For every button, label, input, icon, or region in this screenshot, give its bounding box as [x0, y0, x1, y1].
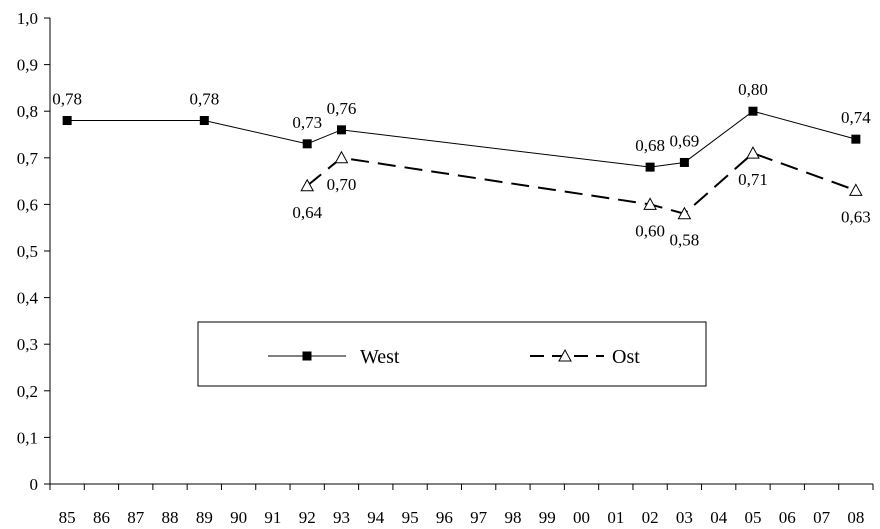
x-tick-label: 87 — [127, 508, 145, 527]
data-label-west: 0,69 — [670, 131, 700, 150]
y-tick-label: 0,2 — [17, 382, 38, 401]
legend: West Ost — [197, 321, 707, 387]
x-tick-label: 93 — [333, 508, 350, 527]
data-label-ost: 0,60 — [635, 221, 665, 240]
point-west — [748, 106, 758, 116]
legend-marker-ost — [558, 348, 572, 362]
y-tick-label: 1,0 — [17, 9, 38, 28]
legend-label-ost: Ost — [612, 346, 640, 368]
x-tick-label: 92 — [299, 508, 316, 527]
legend-box — [197, 321, 707, 387]
x-tick-label: 00 — [573, 508, 590, 527]
data-label-ost: 0,64 — [292, 203, 322, 222]
x-tick-label: 08 — [847, 508, 864, 527]
y-tick-label: 0,4 — [17, 289, 39, 308]
y-tick-label: 0,7 — [17, 149, 39, 168]
point-west — [62, 116, 72, 126]
point-ost — [300, 178, 315, 192]
data-label-west: 0,78 — [52, 90, 82, 109]
y-tick-label: 0,6 — [17, 195, 38, 214]
series-markers — [62, 106, 863, 220]
x-tick-label: 02 — [642, 508, 659, 527]
legend-marker-west — [302, 351, 312, 361]
point-ost — [334, 150, 349, 164]
data-label-ost: 0,58 — [670, 231, 700, 250]
x-tick-label: 01 — [607, 508, 624, 527]
point-ost — [849, 183, 863, 196]
y-tick-label: 0 — [30, 475, 39, 494]
x-tick-label: 07 — [813, 508, 831, 527]
x-tick-label: 91 — [264, 508, 281, 527]
data-label-west: 0,68 — [635, 136, 665, 155]
data-label-ost: 0,71 — [738, 170, 768, 189]
x-tick-label: 94 — [367, 508, 385, 527]
point-west — [302, 139, 312, 149]
x-tick-label: 85 — [59, 508, 76, 527]
x-tick-label: 86 — [93, 508, 110, 527]
y-tick-label: 0,1 — [17, 428, 38, 447]
x-tick-label: 03 — [676, 508, 693, 527]
point-west — [336, 125, 346, 135]
series-line-west — [67, 110, 856, 168]
point-ost — [746, 146, 760, 159]
x-tick-label: 88 — [162, 508, 179, 527]
point-west — [851, 134, 861, 144]
x-tick-label: 05 — [744, 508, 761, 527]
x-tick-label: 96 — [436, 508, 453, 527]
point-ost — [677, 206, 692, 220]
data-label-west: 0,80 — [738, 80, 768, 99]
point-west — [679, 157, 689, 167]
data-label-ost: 0,70 — [327, 175, 357, 194]
point-west — [645, 162, 655, 172]
data-label-west: 0,73 — [292, 113, 322, 132]
point-west — [199, 116, 209, 126]
data-label-west: 0,74 — [841, 108, 871, 127]
y-tick-label: 0,3 — [17, 335, 38, 354]
y-tick-label: 0,5 — [17, 242, 38, 261]
data-label-west: 0,78 — [189, 90, 219, 109]
point-ost — [643, 197, 657, 210]
data-label-ost: 0,63 — [841, 207, 871, 226]
x-tick-label: 06 — [779, 508, 796, 527]
data-labels: 0,78 0,78 0,73 0,76 0,68 0,69 0,80 0,74 0,64 0,70… — [52, 80, 871, 250]
x-tick-label: 04 — [710, 508, 728, 527]
x-tick-label: 98 — [504, 508, 521, 527]
series-lines — [67, 110, 857, 215]
x-tick-label: 97 — [470, 508, 488, 527]
x-tick-label: 95 — [402, 508, 419, 527]
x-tick-label: 99 — [539, 508, 556, 527]
axes: 0 0,1 0,2 0,3 0,4 0,5 0,6 0,7 0,8 0,9 1,0 85 86 87 88 8… — [17, 9, 874, 527]
y-tick-label: 0,9 — [17, 56, 38, 75]
y-tick-label: 0,8 — [17, 102, 38, 121]
series-line-ost — [306, 151, 857, 215]
legend-label-west: West — [360, 346, 400, 368]
x-tick-label: 89 — [196, 508, 213, 527]
data-label-west: 0,76 — [327, 99, 357, 118]
x-tick-label: 90 — [230, 508, 247, 527]
